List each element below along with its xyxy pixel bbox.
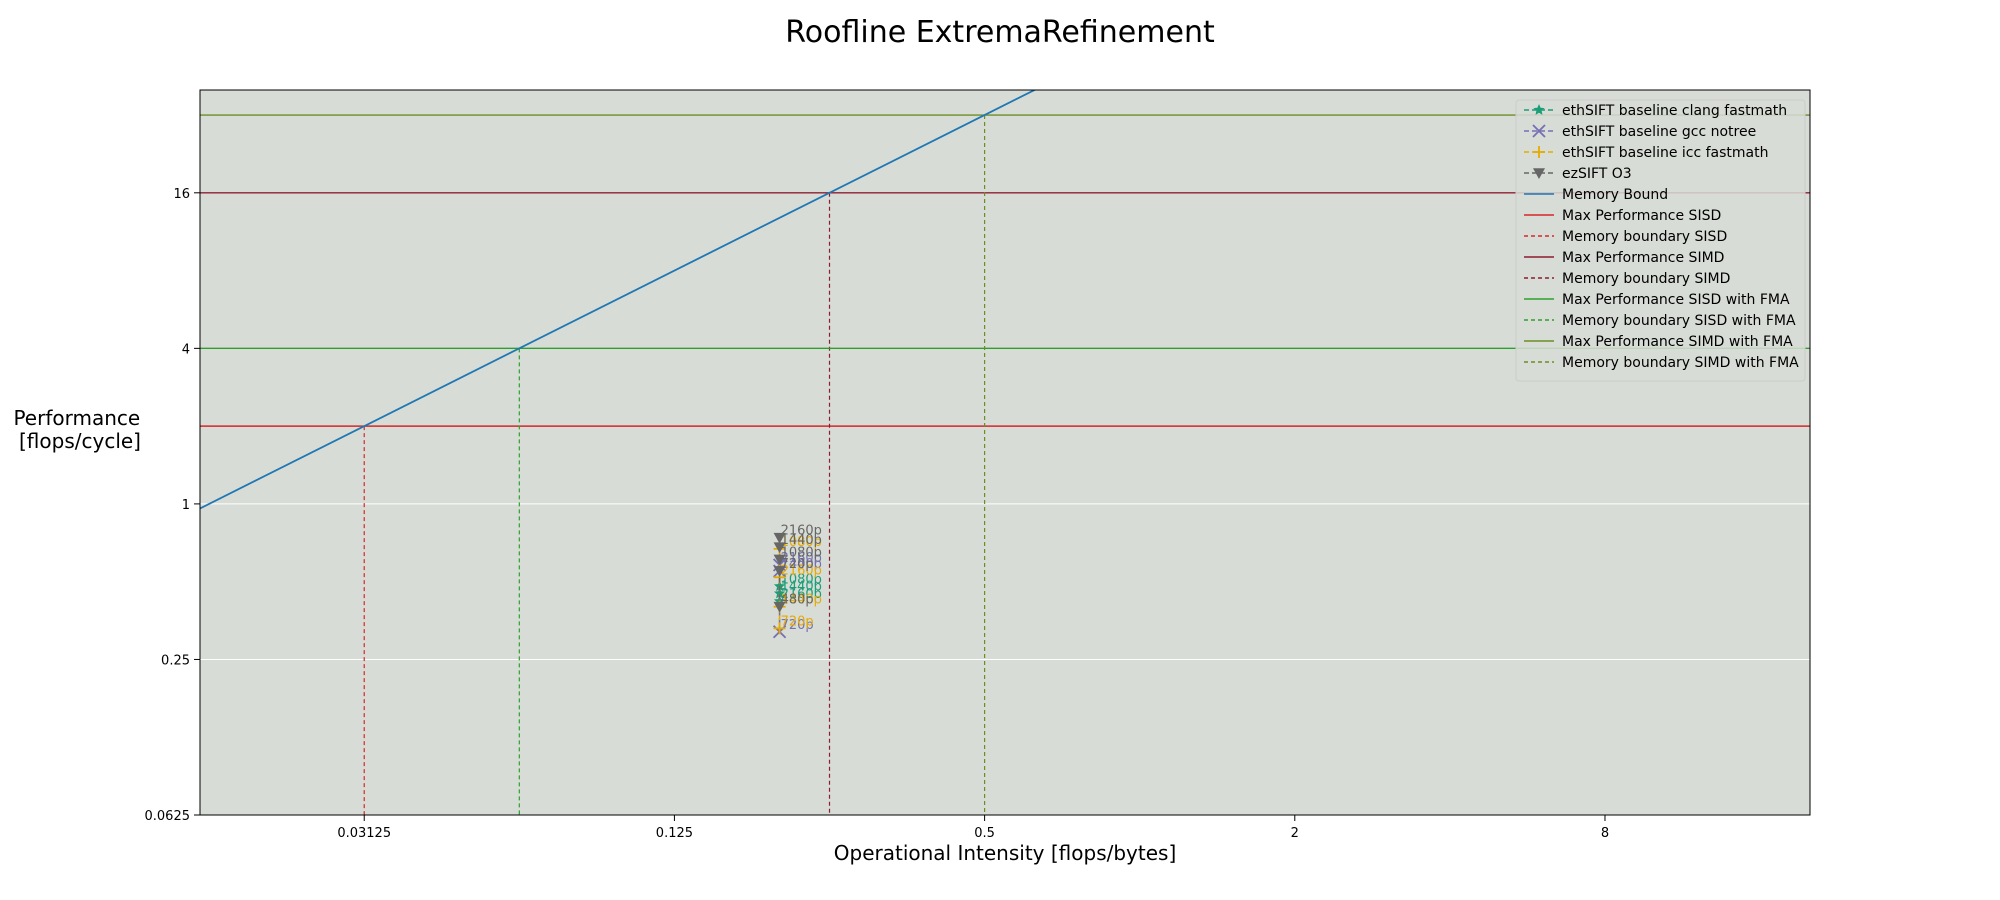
x-tick-label: 0.125 (656, 826, 693, 841)
y-tick-label: 4 (182, 342, 190, 357)
point-label: 2160p (781, 587, 822, 602)
x-marker (1532, 124, 1546, 138)
memory-bound-line (200, 90, 1037, 510)
triangle-down-marker (1533, 168, 1545, 179)
x-marker-stroke (1532, 124, 1546, 138)
legend-entry: ezSIFT O3 (1524, 166, 1632, 182)
legend-entry: Max Performance SIMD with FMA (1524, 334, 1793, 350)
point-label: 480p (781, 593, 814, 608)
point-label: 1080p (781, 535, 822, 550)
legend-label: ethSIFT baseline icc fastmath (1562, 145, 1769, 161)
legend-entry: Memory boundary SIMD (1524, 271, 1730, 287)
y-tick-label: 0.25 (161, 653, 190, 668)
point-label: 1440p (781, 580, 822, 595)
legend-label: ethSIFT baseline gcc notree (1562, 124, 1756, 140)
point-label: 2160p (781, 551, 822, 566)
point-label: 720p (781, 557, 814, 572)
star-marker (1533, 104, 1545, 115)
y-axis-label: Performance [flops/cycle] (13, 406, 146, 453)
point-label: 1440p (781, 557, 822, 572)
y-tick-label: 16 (173, 187, 190, 202)
point-label: 1440p (781, 593, 822, 608)
point-label: 1080p (781, 572, 822, 587)
legend-entry: Memory boundary SISD (1524, 229, 1727, 245)
y-tick-label: 0.0625 (145, 809, 191, 824)
triangle-down-marker (773, 532, 786, 544)
legend-entry: Max Performance SIMD (1524, 250, 1724, 266)
legend-label: ezSIFT O3 (1562, 166, 1632, 182)
triangle-down-marker (773, 566, 786, 577)
legend-entry: Memory boundary SIMD with FMA (1524, 355, 1799, 371)
legend-label: Max Performance SIMD (1562, 250, 1724, 266)
x-tick-label: 0.5 (974, 826, 995, 841)
legend-entry: Memory boundary SISD with FMA (1524, 313, 1796, 329)
star-marker (773, 580, 786, 592)
legend-label: Max Performance SIMD with FMA (1562, 334, 1793, 350)
x-tick-label: 0.03125 (337, 826, 391, 841)
legend-label: Memory Bound (1562, 187, 1668, 203)
legend-label: ethSIFT baseline clang fastmath (1562, 103, 1787, 119)
triangle-down-marker (773, 554, 786, 566)
plot-frame (199, 89, 1811, 816)
point-label: 1440p (781, 533, 822, 548)
legend-entry: Max Performance SISD (1524, 208, 1721, 224)
triangle-down-marker (773, 601, 786, 613)
plus-marker (1533, 146, 1545, 158)
triangle-down-marker (773, 542, 786, 554)
legend-entry: ethSIFT baseline gcc notree (1524, 124, 1756, 140)
legend: ethSIFT baseline clang fastmath ethSIFT b… (1515, 99, 1806, 382)
legend-label: Max Performance SISD (1562, 208, 1721, 224)
legend-box (1515, 99, 1806, 382)
chart-title: Roofline ExtremaRefinement (785, 15, 1215, 50)
legend-entry: ethSIFT baseline icc fastmath (1524, 145, 1769, 161)
y-axis-label-line-2: [flops/cycle] (19, 429, 141, 453)
point-label: 2160p (781, 524, 822, 539)
axis-ticks: 0.0625 0.25 1 4 16 0.03125 0.125 0.5 2 8 (145, 187, 1610, 841)
legend-entry: ethSIFT baseline clang fastmath (1524, 103, 1787, 119)
legend-label: Memory boundary SIMD with FMA (1562, 355, 1799, 371)
x-tick-label: 8 (1601, 826, 1609, 841)
y-tick-label: 1 (182, 498, 190, 513)
legend-entry: Max Performance SISD with FMA (1524, 292, 1790, 308)
point-label: 1080p (781, 545, 822, 560)
point-label: 2160p (781, 563, 822, 578)
point-label: 720p (781, 614, 814, 629)
legend-label: Max Performance SISD with FMA (1562, 292, 1790, 308)
plus-marker (773, 622, 786, 635)
x-tick-label: 2 (1291, 826, 1299, 841)
legend-label: Memory boundary SIMD (1562, 271, 1730, 287)
legend-label: Memory boundary SISD with FMA (1562, 313, 1796, 329)
y-axis-label-line-1: Performance (13, 406, 140, 430)
legend-label: Memory boundary SISD (1562, 229, 1727, 245)
star-marker (773, 587, 786, 599)
data-points: 2160p1440p1080p720p1440p2160p720p1440p21… (772, 524, 822, 639)
x-axis-label: Operational Intensity [flops/bytes] (834, 841, 1177, 865)
legend-entry: Memory Bound (1524, 187, 1668, 203)
point-label: 720p (781, 618, 814, 633)
